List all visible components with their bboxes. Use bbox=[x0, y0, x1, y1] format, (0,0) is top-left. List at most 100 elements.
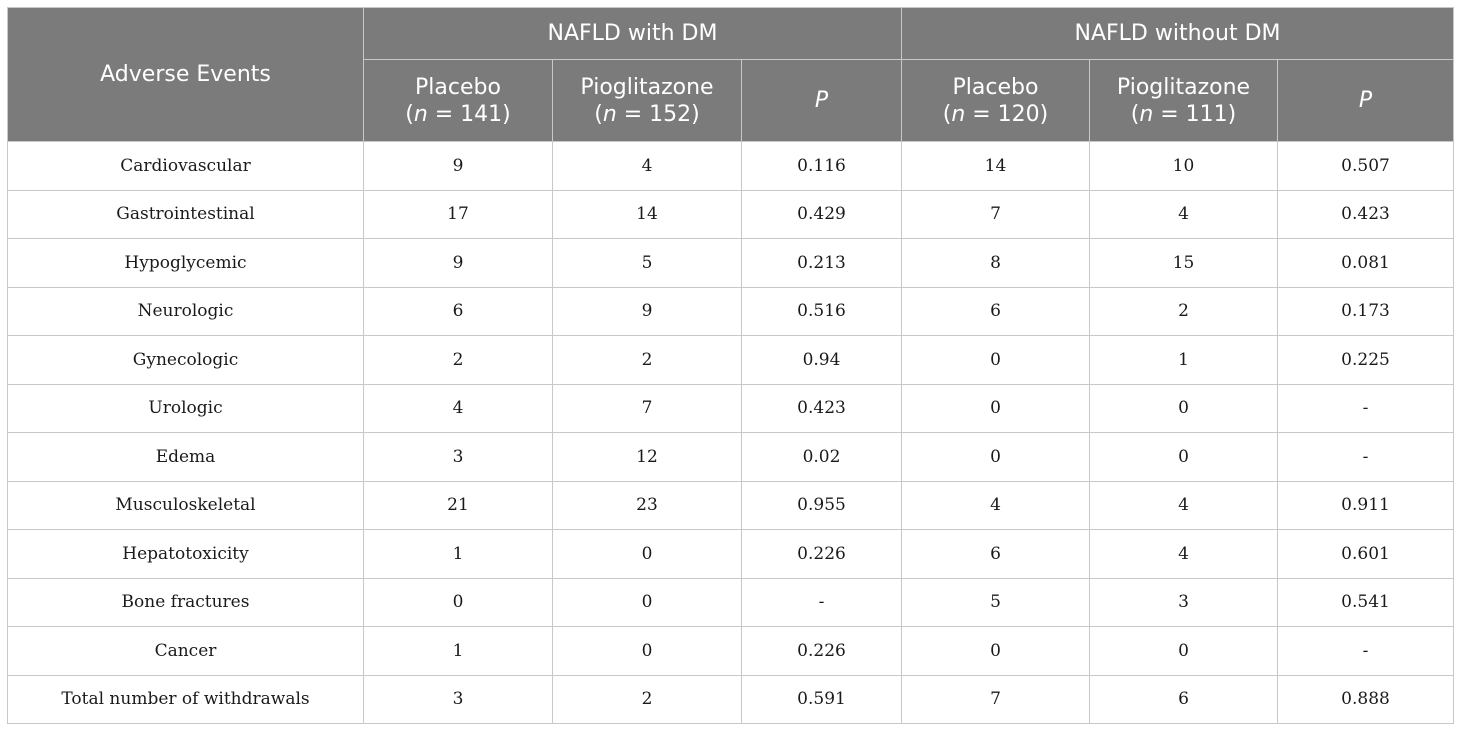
table-row: Edema 3 12 0.02 0 0- bbox=[7, 432, 1455, 482]
column-sample-size: (n = 120) bbox=[942, 101, 1049, 127]
value-cell: 0.507 bbox=[1276, 141, 1455, 191]
column-header-placebo-with-dm: Placebo (n = 141) bbox=[363, 59, 553, 142]
table-row: Bone fractures 0 0-5 3 0.541 bbox=[7, 577, 1455, 627]
value-cell: 9 bbox=[363, 141, 553, 191]
value-cell: 3 bbox=[1089, 577, 1278, 627]
value-cell: 6 bbox=[363, 286, 553, 336]
value-cell: 2 bbox=[552, 674, 742, 724]
header-row-groups: Adverse Events NAFLD with DM NAFLD witho… bbox=[7, 7, 1455, 142]
event-name-cell: Urologic bbox=[7, 383, 364, 433]
table-row: Musculoskeletal 21 23 0.955 4 4 0.911 bbox=[7, 480, 1455, 530]
value-cell: 7 bbox=[901, 674, 1090, 724]
column-label: P bbox=[1358, 88, 1373, 113]
table-row: Urologic 4 7 0.423 0 0- bbox=[7, 383, 1455, 433]
value-cell: 0.591 bbox=[741, 674, 902, 724]
value-cell: 3 bbox=[363, 432, 553, 482]
value-cell: 3 bbox=[363, 674, 553, 724]
header-row-columns: Placebo (n = 141) Pioglitazone (n = 152) P Pl… bbox=[8, 59, 1455, 142]
value-cell: 0.116 bbox=[741, 141, 902, 191]
event-name-cell: Gynecologic bbox=[7, 335, 364, 385]
value-cell: - bbox=[1276, 432, 1455, 482]
value-cell: 6 bbox=[901, 529, 1090, 579]
value-cell: 0 bbox=[552, 626, 742, 676]
column-sample-size: (n = 111) bbox=[1130, 101, 1237, 127]
column-header-pioglitazone-without-dm: Pioglitazone (n = 111) bbox=[1089, 59, 1278, 142]
value-cell: 0 bbox=[901, 432, 1090, 482]
value-cell: 0 bbox=[552, 577, 742, 627]
table-row: Gastrointestinal 17 14 0.429 7 4 0.423 bbox=[7, 189, 1455, 239]
value-cell: 4 bbox=[1089, 189, 1278, 239]
table-row: Hypoglycemic 9 5 0.213 8 15 0.081 bbox=[7, 238, 1455, 288]
value-cell: 17 bbox=[363, 189, 553, 239]
value-cell: 21 bbox=[363, 480, 553, 530]
value-cell: 4 bbox=[552, 141, 742, 191]
value-cell: 15 bbox=[1089, 238, 1278, 288]
table-row: Total number of withdrawals 3 2 0.591 7 6 0.88… bbox=[7, 674, 1455, 724]
value-cell: 0 bbox=[901, 383, 1090, 433]
column-label: P bbox=[814, 88, 829, 113]
value-cell: 1 bbox=[363, 529, 553, 579]
value-cell: 0.516 bbox=[741, 286, 902, 336]
value-cell: 9 bbox=[552, 286, 742, 336]
value-cell: 2 bbox=[1089, 286, 1278, 336]
value-cell: 4 bbox=[363, 383, 553, 433]
value-cell: 12 bbox=[552, 432, 742, 482]
value-cell: 6 bbox=[1089, 674, 1278, 724]
value-cell: 0.226 bbox=[741, 626, 902, 676]
column-header-placebo-without-dm: Placebo (n = 120) bbox=[901, 59, 1090, 142]
value-cell: 0.955 bbox=[741, 480, 902, 530]
adverse-events-table: Adverse Events NAFLD with DM NAFLD witho… bbox=[7, 7, 1455, 724]
column-sample-size: (n = 152) bbox=[594, 101, 700, 127]
value-cell: - bbox=[741, 577, 902, 627]
value-cell: 0.213 bbox=[741, 238, 902, 288]
column-label: Pioglitazone bbox=[580, 74, 714, 100]
event-name-cell: Hypoglycemic bbox=[7, 238, 364, 288]
value-cell: - bbox=[1276, 383, 1455, 433]
value-cell: 8 bbox=[901, 238, 1090, 288]
value-cell: 0.081 bbox=[1276, 238, 1455, 288]
column-header-p-without-dm: P bbox=[1276, 59, 1455, 142]
value-cell: 0.02 bbox=[741, 432, 902, 482]
event-name-cell: Musculoskeletal bbox=[7, 480, 364, 530]
event-name-cell: Bone fractures bbox=[7, 577, 364, 627]
value-cell: 0.173 bbox=[1276, 286, 1455, 336]
column-sample-size: (n = 141) bbox=[405, 101, 511, 127]
value-cell: 4 bbox=[1089, 480, 1278, 530]
value-cell: 7 bbox=[552, 383, 742, 433]
value-cell: 0.423 bbox=[741, 383, 902, 433]
value-cell: 0.888 bbox=[1276, 674, 1455, 724]
table-row: Gynecologic 2 2 0.94 0 1 0.225 bbox=[7, 335, 1455, 385]
value-cell: 7 bbox=[901, 189, 1090, 239]
value-cell: 0 bbox=[901, 335, 1090, 385]
value-cell: 0.911 bbox=[1276, 480, 1455, 530]
value-cell: 23 bbox=[552, 480, 742, 530]
column-header-p-with-dm: P bbox=[741, 59, 902, 142]
event-name-cell: Cardiovascular bbox=[7, 141, 364, 191]
value-cell: 10 bbox=[1089, 141, 1278, 191]
value-cell: 0 bbox=[1089, 383, 1278, 433]
column-header-pioglitazone-with-dm: Pioglitazone (n = 152) bbox=[552, 59, 742, 142]
value-cell: 1 bbox=[363, 626, 553, 676]
value-cell: 0.541 bbox=[1276, 577, 1455, 627]
value-cell: 0.601 bbox=[1276, 529, 1455, 579]
event-name-cell: Total number of withdrawals bbox=[7, 674, 364, 724]
table-body: Cardiovascular 9 4 0.116 14 10 0.507 Gastrointe… bbox=[7, 141, 1455, 724]
value-cell: 6 bbox=[901, 286, 1090, 336]
column-label: Pioglitazone bbox=[1116, 74, 1251, 100]
value-cell: 0.429 bbox=[741, 189, 902, 239]
group-header-with-dm: NAFLD with DM bbox=[363, 7, 902, 60]
value-cell: 5 bbox=[552, 238, 742, 288]
table-row: Cardiovascular 9 4 0.116 14 10 0.507 bbox=[7, 141, 1455, 191]
value-cell: 14 bbox=[901, 141, 1090, 191]
value-cell: 9 bbox=[363, 238, 553, 288]
event-name-cell: Edema bbox=[7, 432, 364, 482]
value-cell: 0 bbox=[901, 626, 1090, 676]
value-cell: 0.226 bbox=[741, 529, 902, 579]
value-cell: 2 bbox=[552, 335, 742, 385]
group-header-without-dm: NAFLD without DM bbox=[900, 7, 1455, 60]
value-cell: 0 bbox=[552, 529, 742, 579]
value-cell: 1 bbox=[1089, 335, 1278, 385]
value-cell: - bbox=[1276, 626, 1455, 676]
value-cell: 0.94 bbox=[741, 335, 902, 385]
table-row: Hepatotoxicity 1 0 0.226 6 4 0.601 bbox=[7, 529, 1455, 579]
